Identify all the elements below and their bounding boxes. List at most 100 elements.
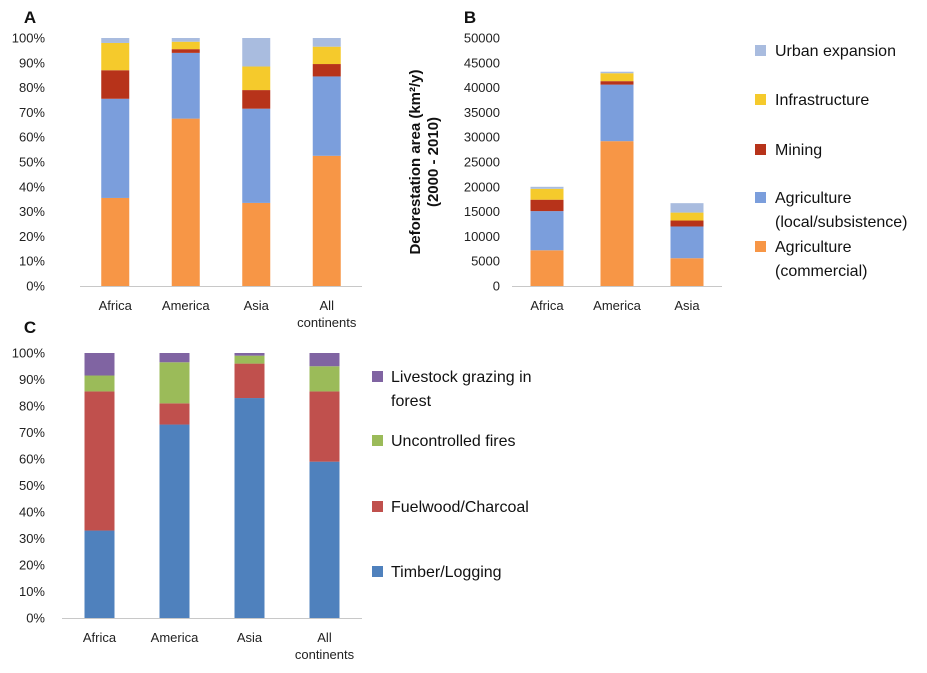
legend-swatch	[755, 241, 766, 252]
bar-segment	[171, 49, 200, 53]
y-tick-label: 60%	[19, 452, 45, 467]
y-tick-label: 10%	[19, 584, 45, 599]
legend-swatch	[372, 501, 383, 512]
bar-segment	[600, 141, 634, 286]
x-category-label: All	[320, 298, 335, 313]
y-tick-label: 5000	[471, 254, 500, 269]
bar-segment	[530, 186, 564, 189]
y-tick-label: 70%	[19, 425, 45, 440]
y-tick-label: 30000	[464, 130, 500, 145]
bar-segment	[242, 90, 271, 109]
bar-segment	[159, 353, 190, 363]
legend-swatch	[372, 371, 383, 382]
bar-segment	[670, 220, 704, 227]
y-tick-label: 80%	[19, 399, 45, 414]
y-tick-label: 35000	[464, 105, 500, 120]
legend-label: Uncontrolled fires	[391, 433, 516, 450]
bar-segment	[101, 38, 130, 43]
legend-swatch	[755, 94, 766, 105]
bar-segment	[242, 38, 271, 67]
x-category-label: America	[162, 298, 210, 313]
chart-panel-c: C 0% 10% 20% 30% 40% 50% 60% 70% 80% 90% 100% Africa…	[12, 318, 362, 662]
y-tick-label: 40%	[19, 179, 45, 194]
bar-segment	[84, 530, 115, 618]
legend-swatch	[755, 144, 766, 155]
legend-swatch	[372, 435, 383, 446]
bar-segment	[309, 461, 340, 618]
bar-segment	[670, 203, 704, 213]
legend-swatch	[755, 192, 766, 203]
bar-segment	[670, 226, 704, 259]
legend-swatch	[755, 45, 766, 56]
bar-segment	[84, 391, 115, 531]
chart-panel-a: A 0% 10% 20% 30% 40% 50% 60% 70% 80% 90% 100% Africa…	[12, 8, 362, 330]
legend-label: Infrastructure	[775, 92, 869, 109]
y-tick-label: 60%	[19, 130, 45, 145]
y-tick-label: 20%	[19, 229, 45, 244]
bar-segment	[530, 188, 564, 200]
bar-segment	[84, 353, 115, 376]
bar-segment	[600, 84, 634, 142]
bar-segment	[312, 64, 341, 77]
y-tick-label: 70%	[19, 105, 45, 120]
bar-segment	[312, 155, 341, 286]
y-axis-title-line: Deforestation area (km²/y)	[407, 69, 424, 254]
bar-segment	[171, 38, 200, 42]
bar-segment	[600, 71, 634, 74]
legend-label: forest	[391, 393, 432, 410]
chart-panel-b: B 0 5000 10000 15000 20000 25000 30000 35000 4000…	[407, 8, 722, 313]
bar-segment	[242, 202, 271, 286]
legend-label: Mining	[775, 142, 822, 159]
x-category-label: Asia	[237, 630, 263, 645]
bar-segment	[600, 81, 634, 85]
bar-segment	[171, 118, 200, 286]
x-category-label: Africa	[99, 298, 133, 313]
legend-label: Urban expansion	[775, 43, 896, 60]
x-category-label: continents	[295, 647, 355, 662]
y-tick-label: 0	[493, 279, 500, 294]
panel-letter: B	[464, 8, 476, 27]
bar-segment	[101, 197, 130, 286]
y-tick-label: 20000	[464, 179, 500, 194]
y-axis-title-line: (2000 - 2010)	[425, 117, 442, 207]
bar-segment	[670, 212, 704, 221]
legend-label: Timber/Logging	[391, 564, 502, 581]
legend-swatch	[372, 566, 383, 577]
y-tick-label: 100%	[12, 31, 46, 46]
bar-segment	[234, 355, 265, 364]
x-category-label: Asia	[244, 298, 270, 313]
bar-segment	[312, 76, 341, 156]
legend-label: Agriculture	[775, 239, 852, 256]
bar-segment	[159, 362, 190, 404]
bar-segment	[234, 353, 265, 356]
y-tick-label: 0%	[26, 611, 45, 626]
bar-segment	[171, 41, 200, 50]
bar-segment	[171, 52, 200, 119]
y-tick-label: 50%	[19, 478, 45, 493]
y-tick-label: 90%	[19, 55, 45, 70]
y-tick-label: 50000	[464, 31, 500, 46]
bar-segment	[530, 250, 564, 286]
legend-label: Agriculture	[775, 190, 852, 207]
bar-segment	[101, 70, 130, 99]
x-category-label: America	[151, 630, 199, 645]
bar-segment	[234, 363, 265, 399]
y-tick-label: 45000	[464, 55, 500, 70]
y-tick-label: 80%	[19, 80, 45, 95]
legend-label: Fuelwood/Charcoal	[391, 499, 529, 516]
y-tick-label: 50%	[19, 155, 45, 170]
bar-segment	[530, 199, 564, 212]
bar-segment	[159, 403, 190, 425]
y-tick-label: 20%	[19, 558, 45, 573]
bar-segment	[530, 211, 564, 251]
legend-label: (local/subsistence)	[775, 214, 908, 231]
y-tick-label: 90%	[19, 372, 45, 387]
bar-segment	[309, 391, 340, 462]
x-category-label: Africa	[83, 630, 117, 645]
y-tick-label: 10%	[19, 254, 45, 269]
x-category-label: America	[593, 298, 641, 313]
bar-segment	[84, 375, 115, 392]
bar-segment	[159, 424, 190, 618]
y-axis-title: Deforestation area (km²/y) (2000 - 2010)	[407, 69, 442, 254]
